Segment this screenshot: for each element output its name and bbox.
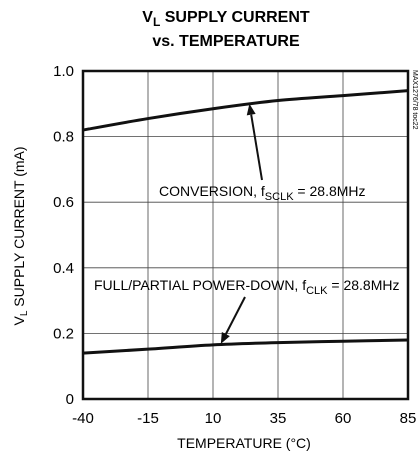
ann1-rest: = 28.8MHz (294, 183, 366, 199)
series-line-1 (82, 338, 409, 355)
x-tick-label-0: -40 (72, 410, 94, 427)
arrow-shaft-0 (250, 114, 263, 181)
series-group (82, 89, 409, 355)
y-tick-label-0: 0 (66, 391, 74, 408)
y-tick-label-5: 1.0 (53, 63, 74, 80)
ann2-sub: CLK (306, 285, 328, 297)
annotation-conversion: CONVERSION, fSCLK = 28.8MHz (159, 183, 366, 203)
x-tick-label-3: 35 (270, 410, 287, 427)
title-v: V (142, 9, 153, 26)
annotation-arrows (220, 103, 263, 344)
y-tick-labels: 0 0.2 0.4 0.6 0.8 1.0 (53, 63, 74, 408)
x-tick-labels: -40 -15 10 35 60 85 (72, 410, 416, 427)
ylabel-v: V (11, 316, 27, 326)
side-code-text: MAX1276/78 toc22 (411, 70, 418, 130)
y-tick-label-2: 0.4 (53, 260, 74, 277)
arrow-head-1 (220, 332, 230, 344)
ylabel-sub: L (19, 310, 30, 316)
series-line-0 (82, 89, 409, 132)
x-tick-label-4: 60 (335, 410, 352, 427)
annotation-powerdown: FULL/PARTIAL POWER-DOWN, fCLK = 28.8MHz (94, 277, 400, 297)
ann1-sub: SCLK (265, 191, 294, 203)
ann2-main: FULL/PARTIAL POWER-DOWN, f (94, 277, 306, 293)
chart-title-line1: VL SUPPLY CURRENT (142, 9, 310, 29)
title-sub: L (153, 15, 160, 29)
x-tick-label-2: 10 (205, 410, 222, 427)
title-rest: SUPPLY CURRENT (160, 9, 310, 26)
plot-frame (81, 69, 410, 401)
ylabel-rest: SUPPLY CURRENT (mA) (11, 146, 27, 310)
arrow-shaft-1 (224, 296, 246, 335)
ann1-main: CONVERSION, f (159, 183, 265, 199)
ann2-rest: = 28.8MHz (328, 277, 400, 293)
annotation-powerdown-text: FULL/PARTIAL POWER-DOWN, fCLK = 28.8MHz (94, 277, 400, 297)
x-tick-label-1: -15 (137, 410, 159, 427)
x-tick-label-5: 85 (400, 410, 417, 427)
chart-title-line2: vs. TEMPERATURE (152, 33, 300, 50)
annotation-conversion-text: CONVERSION, fSCLK = 28.8MHz (159, 183, 366, 203)
y-tick-label-3: 0.6 (53, 194, 74, 211)
y-tick-label-1: 0.2 (53, 325, 74, 342)
x-axis-label: TEMPERATURE (°C) (177, 435, 311, 451)
y-axis-label: VL SUPPLY CURRENT (mA) (11, 146, 30, 325)
arrow-head-0 (246, 103, 256, 116)
y-tick-label-4: 0.8 (53, 129, 74, 146)
